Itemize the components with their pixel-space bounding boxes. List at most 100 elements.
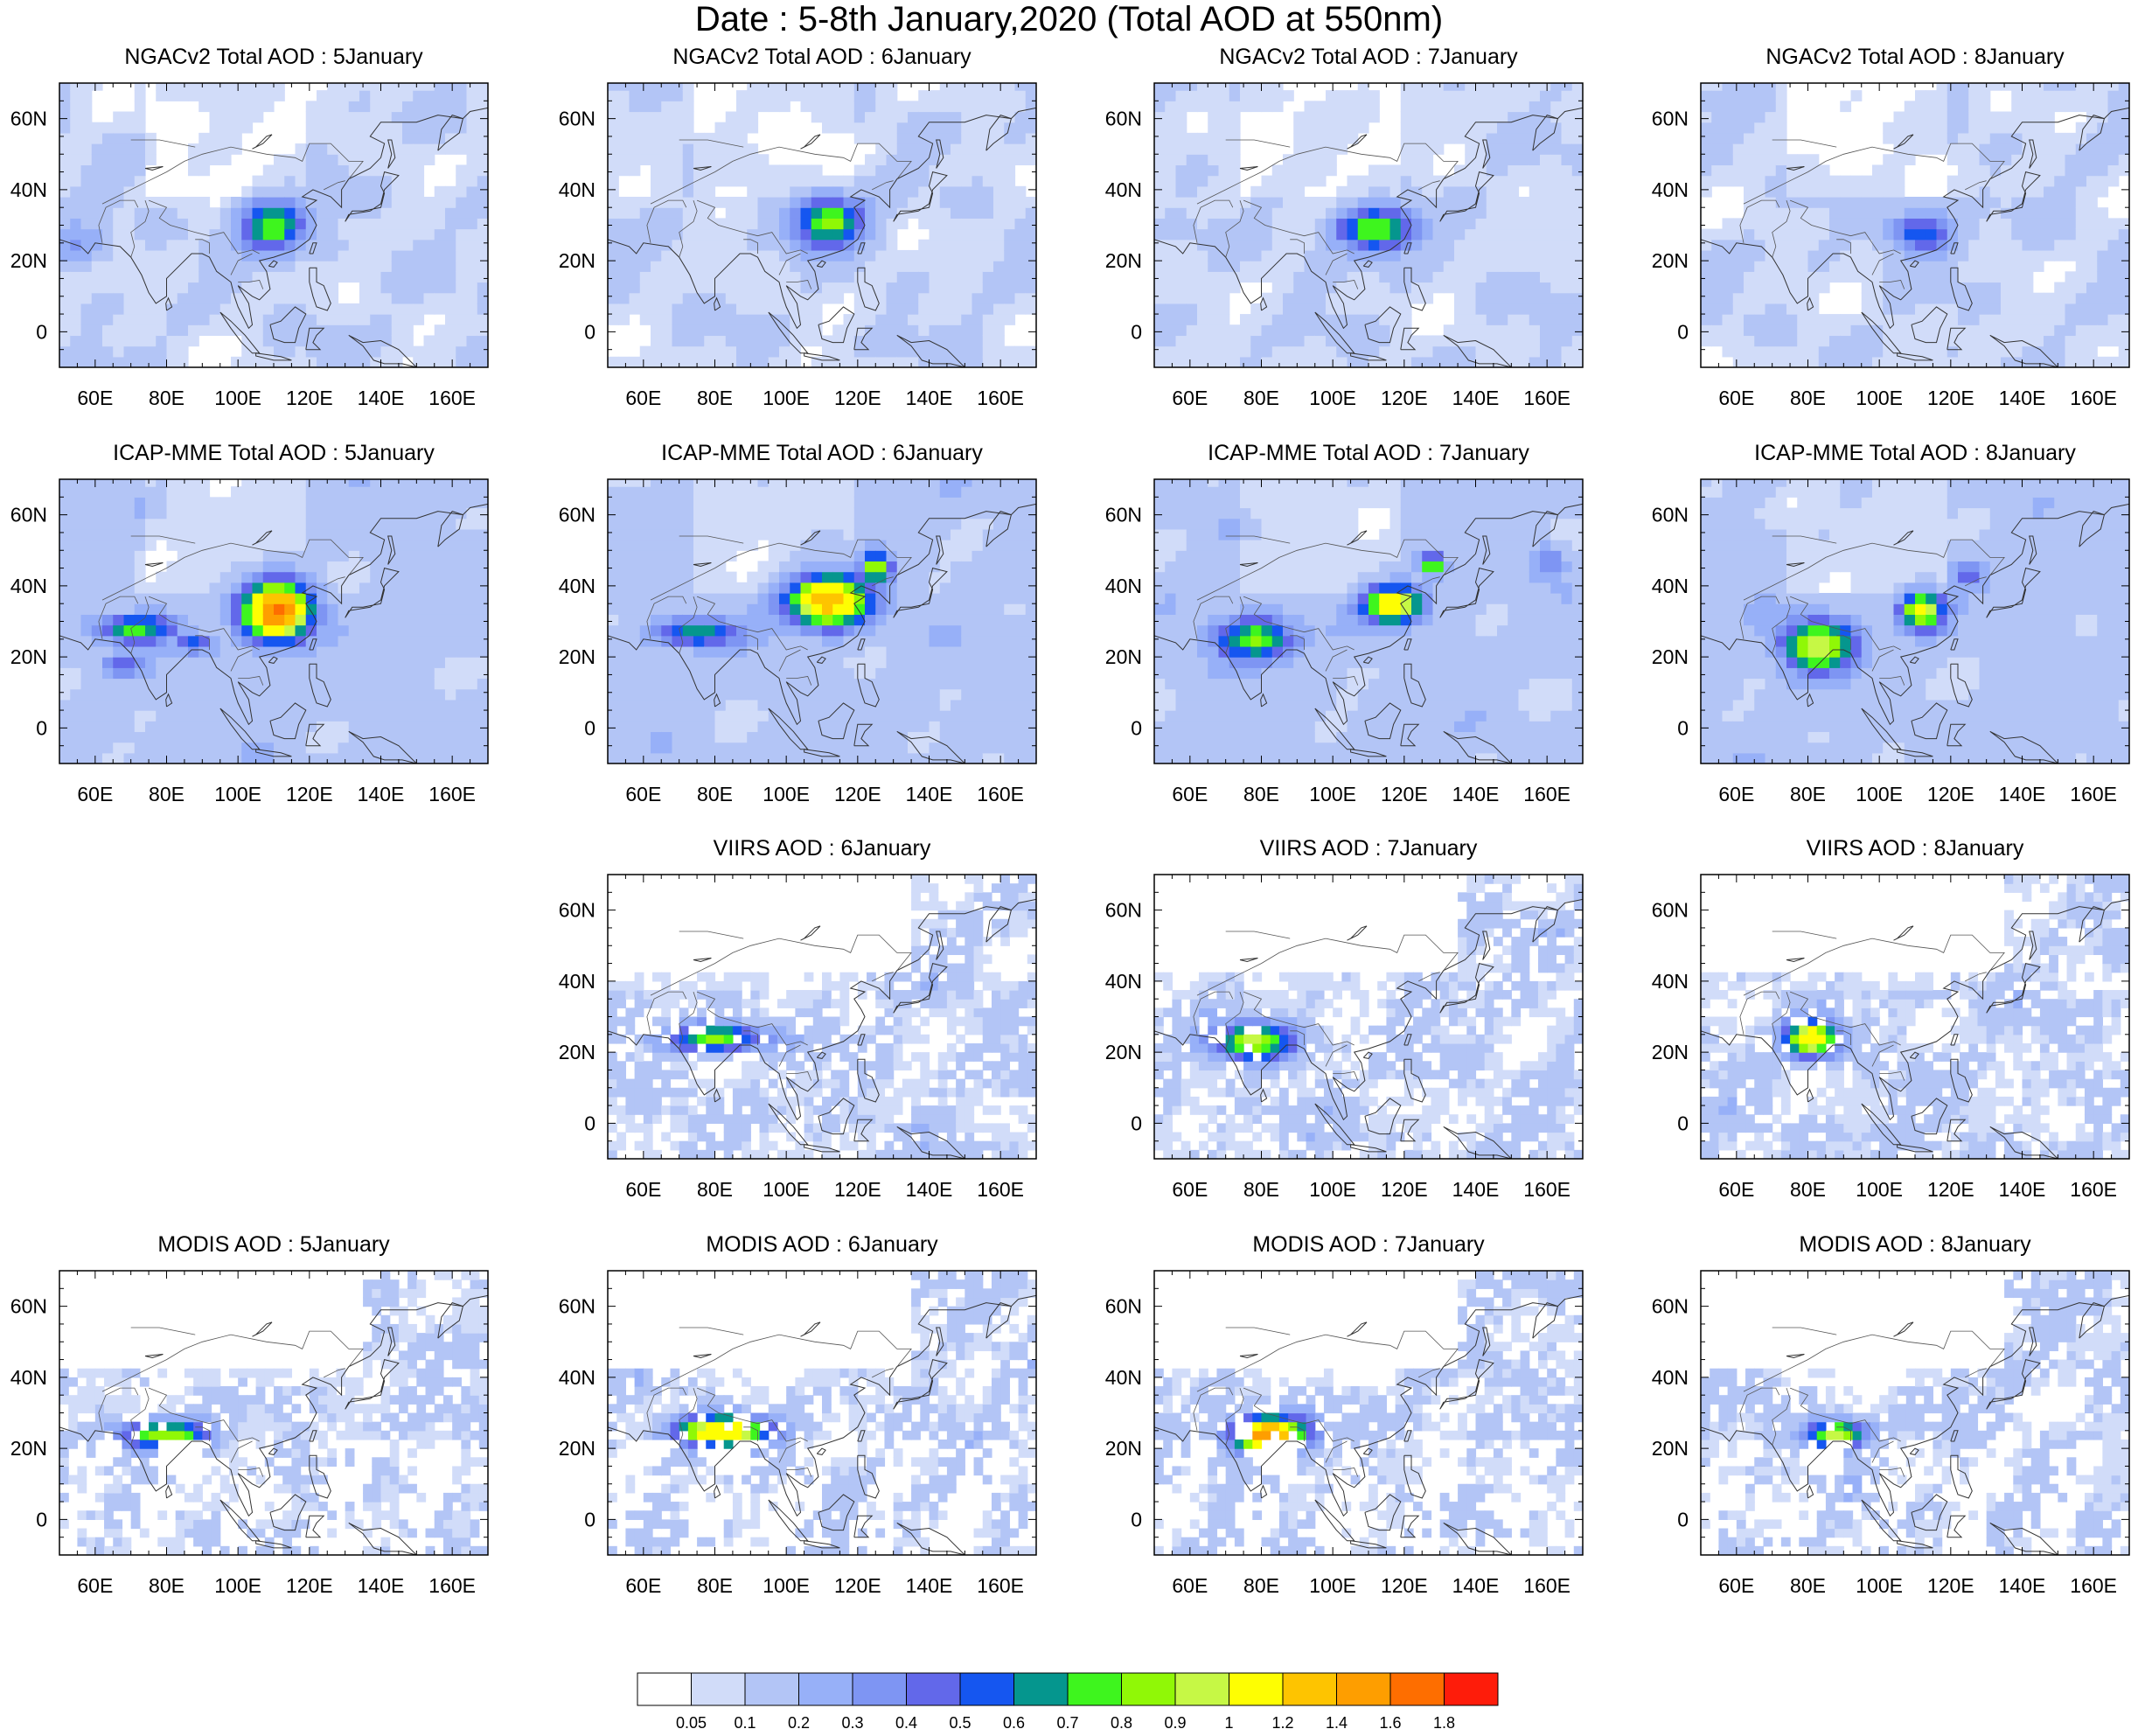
aod-field	[1154, 1271, 1584, 1556]
main-title: Date : 5-8th January,2020 (Total AOD at …	[0, 2, 2138, 37]
lon-tick-label: 60E	[1718, 783, 1754, 805]
aod-field	[1701, 1271, 2130, 1556]
lat-tick-label: 60N	[1652, 1295, 1689, 1318]
lat-tick-label: 60N	[559, 899, 595, 922]
lon-tick-label: 120E	[834, 1574, 881, 1597]
colorbar-swatch	[1445, 1673, 1499, 1705]
colorbar-swatch	[745, 1673, 799, 1705]
lat-tick-label: 20N	[1652, 1437, 1689, 1460]
lat-tick-label: 20N	[1105, 1041, 1142, 1063]
aod-field	[608, 476, 1037, 764]
lon-tick-label: 60E	[1718, 1574, 1754, 1597]
lon-tick-label: 100E	[763, 1574, 810, 1597]
colorbar-label: 0.7	[1056, 1714, 1078, 1732]
lon-tick-label: 100E	[1856, 783, 1903, 805]
lon-tick-label: 100E	[1309, 387, 1356, 409]
colorbar-label: 0.8	[1111, 1714, 1132, 1732]
lat-tick-label: 40N	[10, 1366, 47, 1389]
lat-tick-label: 0	[584, 716, 595, 739]
lat-tick-label: 0	[36, 716, 47, 739]
lon-tick-label: 140E	[1452, 1178, 1500, 1201]
aod-field	[1154, 875, 1584, 1160]
lon-tick-label: 100E	[214, 387, 261, 409]
colorbar-swatch	[1122, 1673, 1176, 1705]
colorbar-swatch	[853, 1673, 907, 1705]
colorbar-label: 0.2	[788, 1714, 810, 1732]
lat-tick-label: 60N	[559, 1295, 595, 1318]
lat-tick-label: 60N	[10, 1295, 47, 1318]
lat-tick-label: 0	[584, 320, 595, 343]
lon-tick-label: 60E	[1172, 1178, 1208, 1201]
colorbar-swatch	[1014, 1673, 1069, 1705]
lon-tick-label: 160E	[1523, 1178, 1570, 1201]
lat-tick-label: 40N	[1105, 1366, 1142, 1389]
lat-tick-label: 60N	[10, 504, 47, 526]
colorbar-swatch	[1390, 1673, 1445, 1705]
colorbar-swatch	[799, 1673, 853, 1705]
lat-tick-label: 0	[1131, 320, 1142, 343]
lat-tick-label: 20N	[10, 249, 47, 272]
lat-tick-label: 40N	[1105, 178, 1142, 201]
lon-tick-label: 160E	[2070, 1178, 2117, 1201]
lon-tick-label: 160E	[2070, 1574, 2117, 1597]
lon-tick-label: 80E	[1243, 1178, 1279, 1201]
lat-tick-label: 40N	[10, 178, 47, 201]
lat-tick-label: 20N	[559, 645, 595, 668]
lat-tick-label: 20N	[1105, 249, 1142, 272]
lon-tick-label: 100E	[214, 1574, 261, 1597]
lat-tick-label: 40N	[559, 178, 595, 201]
lon-tick-label: 80E	[1243, 783, 1279, 805]
lon-tick-label: 80E	[149, 1574, 185, 1597]
aod-field	[608, 80, 1037, 368]
lat-tick-label: 60N	[10, 108, 47, 130]
aod-field	[1701, 80, 2130, 368]
aod-field	[1701, 476, 2130, 764]
lat-tick-label: 0	[1677, 1508, 1689, 1530]
aod-field	[59, 1271, 489, 1556]
lon-tick-label: 60E	[77, 387, 113, 409]
lon-tick-label: 160E	[2070, 387, 2117, 409]
lon-tick-label: 120E	[834, 783, 881, 805]
lon-tick-label: 60E	[625, 1574, 661, 1597]
lon-tick-label: 80E	[149, 783, 185, 805]
lon-tick-label: 140E	[1452, 783, 1500, 805]
lat-tick-label: 20N	[10, 1437, 47, 1460]
colorbar-label: 1.2	[1271, 1714, 1293, 1732]
lon-tick-label: 120E	[834, 1178, 881, 1201]
lon-tick-label: 80E	[1243, 387, 1279, 409]
lon-tick-label: 60E	[1172, 1574, 1208, 1597]
lon-tick-label: 120E	[1927, 387, 1974, 409]
colorbar-label: 0.6	[1003, 1714, 1025, 1732]
aod-field	[1701, 875, 2130, 1160]
lon-tick-label: 140E	[358, 1574, 405, 1597]
lat-tick-label: 20N	[1652, 645, 1689, 668]
lon-tick-label: 80E	[1790, 387, 1826, 409]
lon-tick-label: 140E	[358, 783, 405, 805]
lat-tick-label: 60N	[1652, 108, 1689, 130]
lon-tick-label: 160E	[2070, 783, 2117, 805]
lon-tick-label: 80E	[697, 783, 733, 805]
lon-tick-label: 100E	[1309, 1574, 1356, 1597]
colorbar-swatch	[1283, 1673, 1337, 1705]
colorbar-label: 0.05	[676, 1714, 707, 1732]
colorbar-label: 0.1	[734, 1714, 756, 1732]
colorbar-swatch	[1337, 1673, 1391, 1705]
lon-tick-label: 120E	[286, 783, 333, 805]
aod-field	[59, 476, 489, 764]
